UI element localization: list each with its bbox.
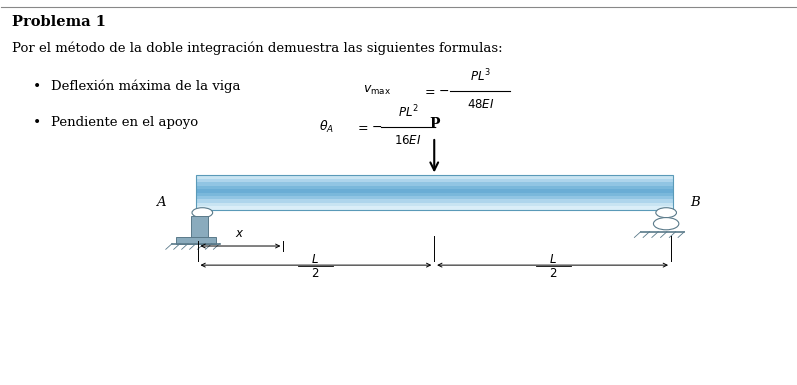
Text: $-$: $-$	[371, 120, 382, 133]
Text: A: A	[156, 196, 166, 209]
Bar	[196, 186, 673, 189]
Text: •: •	[33, 116, 41, 130]
Text: Deflexión máxima de la viga: Deflexión máxima de la viga	[51, 80, 240, 93]
Circle shape	[654, 218, 679, 230]
Bar	[196, 175, 673, 210]
Bar	[176, 237, 216, 244]
Text: $PL^3$: $PL^3$	[469, 67, 491, 84]
Text: $=$: $=$	[355, 120, 368, 133]
Circle shape	[192, 208, 213, 218]
Bar	[196, 175, 673, 179]
Text: P: P	[429, 117, 439, 131]
Text: B: B	[690, 196, 700, 209]
Text: $\theta_A$: $\theta_A$	[319, 119, 334, 135]
Text: Pendiente en el apoyo: Pendiente en el apoyo	[51, 116, 198, 129]
Bar	[190, 216, 208, 237]
Text: $16EI$: $16EI$	[395, 134, 422, 147]
Bar	[196, 179, 673, 182]
Text: $L$: $L$	[549, 253, 557, 266]
Bar	[196, 182, 673, 186]
Text: Por el método de la doble integración demuestra las siguientes formulas:: Por el método de la doble integración de…	[12, 42, 502, 55]
Text: $v_{\rm max}$: $v_{\rm max}$	[363, 84, 391, 97]
Text: $2$: $2$	[549, 267, 558, 280]
Text: $=$: $=$	[422, 84, 436, 97]
Bar	[196, 196, 673, 199]
Text: Problema 1: Problema 1	[12, 15, 106, 29]
Text: $PL^2$: $PL^2$	[398, 103, 418, 120]
Bar	[196, 203, 673, 206]
Text: $48EI$: $48EI$	[466, 98, 494, 111]
Bar	[196, 206, 673, 210]
Text: $L$: $L$	[311, 253, 319, 266]
Text: $2$: $2$	[311, 267, 320, 280]
Text: •: •	[33, 80, 41, 94]
Bar	[196, 199, 673, 203]
Bar	[196, 189, 673, 192]
Text: $x$: $x$	[235, 227, 245, 240]
Bar	[196, 192, 673, 196]
Text: $-$: $-$	[438, 84, 450, 97]
Circle shape	[656, 208, 677, 218]
